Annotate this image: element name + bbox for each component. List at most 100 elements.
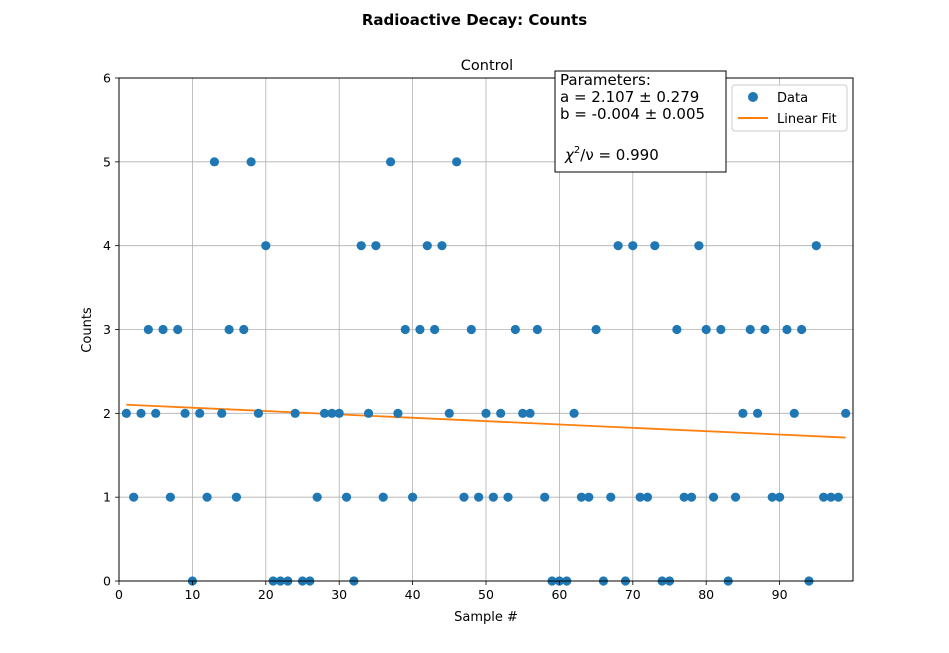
data-point xyxy=(576,492,587,502)
data-point xyxy=(165,492,175,502)
data-points-layer xyxy=(121,157,851,586)
x-tick-label: 70 xyxy=(625,587,641,602)
data-point xyxy=(466,324,476,335)
fit-line-layer xyxy=(126,403,846,439)
chi-exponent: 2 xyxy=(574,145,580,156)
legend-label-data: Data xyxy=(777,91,808,106)
x-tick-label: 50 xyxy=(478,587,494,602)
legend-label-fit: Linear Fit xyxy=(777,112,837,127)
x-tick-label: 10 xyxy=(184,587,200,602)
y-tick-label: 5 xyxy=(103,154,111,169)
y-tick-label: 3 xyxy=(103,322,111,337)
data-point xyxy=(209,157,220,167)
x-axis-label: Sample # xyxy=(454,610,518,625)
data-point xyxy=(826,492,836,502)
x-tick-label: 90 xyxy=(772,587,788,602)
y-tick-label: 6 xyxy=(103,71,111,86)
data-point xyxy=(686,492,697,502)
data-point xyxy=(767,492,777,502)
x-tick-label: 30 xyxy=(331,587,347,602)
data-point xyxy=(143,324,153,335)
data-point xyxy=(510,324,520,335)
data-point xyxy=(327,408,337,418)
data-point xyxy=(452,157,462,167)
data-point xyxy=(606,492,616,502)
parameters-heading: Parameters: xyxy=(560,71,651,89)
data-point xyxy=(400,324,410,335)
data-point xyxy=(224,324,234,335)
data-point xyxy=(422,241,432,251)
data-point xyxy=(745,324,755,335)
data-point xyxy=(334,408,344,418)
legend-data-marker xyxy=(748,92,758,102)
y-tick-label: 0 xyxy=(103,574,111,589)
x-tick-label: 20 xyxy=(258,587,274,602)
y-axis-label: Counts xyxy=(80,307,95,353)
data-point xyxy=(341,492,352,502)
data-point xyxy=(650,241,660,251)
data-point xyxy=(481,408,491,418)
x-tick-label: 80 xyxy=(698,587,714,602)
data-point xyxy=(180,408,190,418)
data-point xyxy=(408,492,418,502)
data-point xyxy=(833,492,843,502)
data-point xyxy=(503,492,513,502)
data-point xyxy=(319,408,330,418)
data-point xyxy=(437,241,447,251)
data-point xyxy=(195,408,205,418)
chi-value: /ν = 0.990 xyxy=(580,146,658,164)
x-axis-ticks: 0 10 20 30 40 50 60 70 80 90 xyxy=(115,581,788,602)
data-point xyxy=(591,324,601,335)
data-point xyxy=(532,324,542,335)
parameters-box-frame xyxy=(554,70,727,173)
data-point xyxy=(239,324,249,335)
data-point xyxy=(378,492,388,502)
data-point xyxy=(518,408,528,418)
data-point xyxy=(290,408,300,418)
parameters-box: Parameters: a = 2.107 ± 0.279 b = -0.004… xyxy=(554,70,727,173)
data-point xyxy=(797,324,807,335)
data-point xyxy=(474,492,484,502)
data-point xyxy=(679,492,689,502)
data-point xyxy=(158,324,168,335)
data-point xyxy=(253,408,264,418)
data-point xyxy=(738,408,748,418)
data-point xyxy=(708,492,719,502)
data-point xyxy=(151,408,161,418)
chi-symbol: χ xyxy=(564,146,575,164)
data-point xyxy=(569,408,579,418)
data-point xyxy=(584,492,594,502)
data-point xyxy=(752,408,763,418)
data-point xyxy=(716,324,726,335)
y-tick-label: 1 xyxy=(103,490,111,505)
data-point xyxy=(173,324,183,335)
data-point xyxy=(136,408,146,418)
data-point xyxy=(819,492,829,502)
data-point xyxy=(217,408,227,418)
data-point xyxy=(841,408,851,418)
data-point xyxy=(385,157,396,167)
data-point xyxy=(312,492,322,502)
data-point xyxy=(635,492,645,502)
legend: Data Linear Fit xyxy=(731,84,848,132)
fit-line xyxy=(126,403,846,439)
data-point xyxy=(701,324,711,335)
data-point xyxy=(628,241,638,251)
data-point xyxy=(730,492,741,502)
x-tick-label: 0 xyxy=(115,587,123,602)
data-point xyxy=(393,408,403,418)
data-point xyxy=(642,492,653,502)
data-point xyxy=(694,241,704,251)
data-point xyxy=(430,324,440,335)
data-point xyxy=(496,408,506,418)
chi-square-reduced: χ2/ν = 0.990 xyxy=(564,145,659,164)
x-tick-label: 60 xyxy=(551,587,567,602)
data-point xyxy=(459,492,469,502)
data-point xyxy=(363,408,374,418)
data-point xyxy=(760,324,770,335)
data-point xyxy=(488,492,498,502)
data-point xyxy=(789,408,799,418)
data-point xyxy=(246,157,256,167)
